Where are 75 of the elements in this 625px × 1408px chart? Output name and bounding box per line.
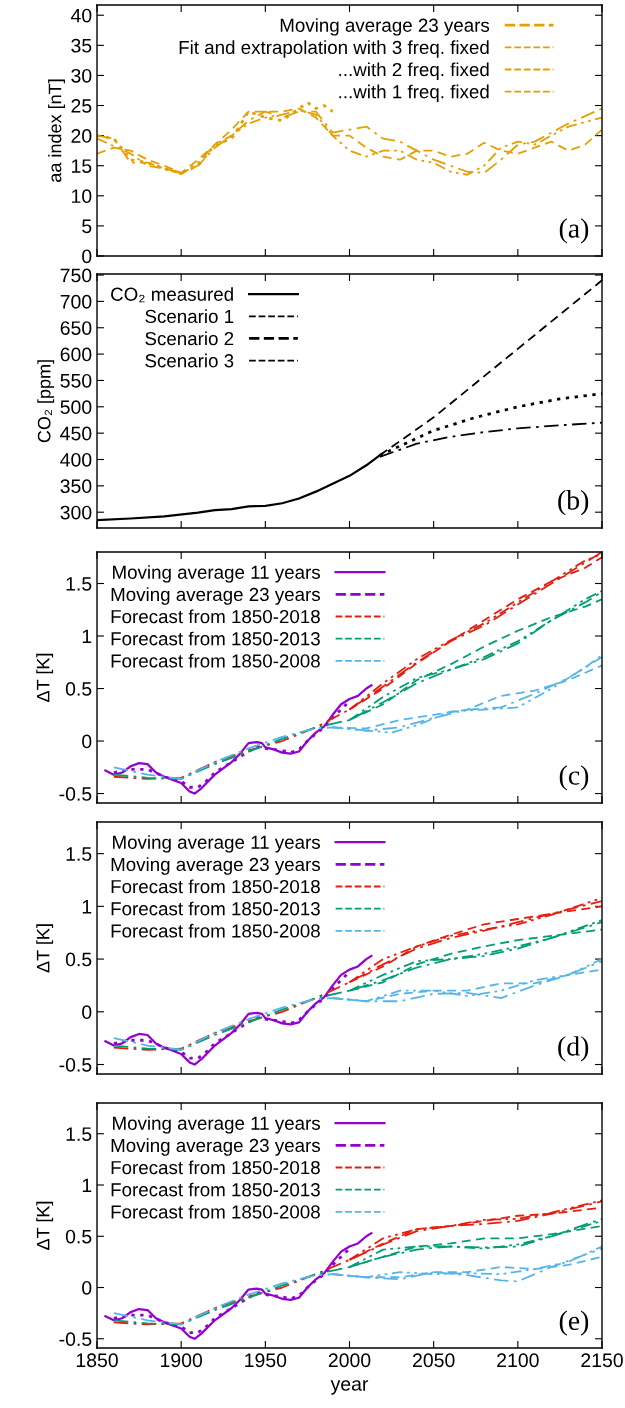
- legend-label: Fit and extrapolation with 3 freq. fixed: [179, 40, 489, 58]
- legend-label: Forecast from 1850-2018: [111, 609, 320, 624]
- y-tick-label: 450: [60, 426, 92, 441]
- y-tick-label: 650: [60, 321, 92, 335]
- y-tick-label: 1.5: [66, 577, 92, 591]
- y-tick-label: 0: [82, 734, 92, 749]
- y-tick-label: 1: [82, 1178, 92, 1193]
- y-tick-label: 30: [71, 68, 92, 83]
- annotation: (a): [559, 218, 589, 244]
- legend-label: Forecast from 1850-2008: [111, 653, 320, 668]
- legend-label: Forecast from 1850-2018: [111, 879, 320, 894]
- y-axis-title: aa index [nT]: [48, 79, 65, 182]
- y-tick-label: 15: [72, 159, 92, 173]
- legend-label: Forecast from 1850-2008: [111, 923, 320, 938]
- x-tick-label: 2100: [497, 1353, 539, 1368]
- legend-label: Scenario 3: [145, 353, 234, 368]
- y-axis-title: ΔT [K]: [36, 1201, 54, 1250]
- legend-label: ...with 1 freq. fixed: [339, 84, 489, 103]
- x-tick-label: 1900: [161, 1353, 203, 1368]
- y-tick-label: 1.5: [66, 847, 92, 861]
- legend-label: Forecast from 1850-2013: [111, 901, 320, 916]
- y-tick-label: 0.5: [65, 952, 92, 967]
- legend-label: Forecast from 1850-2013: [111, 1182, 320, 1197]
- annotation: (c): [559, 765, 589, 791]
- y-tick-label: 40: [70, 8, 92, 23]
- y-tick-label: 1: [82, 629, 92, 644]
- legend-label: Scenario 2: [145, 331, 234, 346]
- y-tick-label: -0.5: [59, 1057, 92, 1072]
- legend-label: Moving average 23 years: [111, 857, 320, 875]
- x-tick-label: 1950: [245, 1353, 287, 1368]
- legend-label: Forecast from 1850-2013: [111, 631, 320, 646]
- legend-label: Moving average 23 years: [280, 18, 490, 36]
- y-tick-label: 300: [60, 505, 92, 520]
- y-tick-label: 5: [82, 219, 92, 234]
- x-tick-label: 2050: [413, 1353, 455, 1368]
- x-tick-label: 2000: [328, 1353, 371, 1368]
- y-tick-label: 35: [71, 38, 92, 53]
- y-tick-label: 25: [71, 98, 92, 113]
- annotation: (b): [558, 490, 589, 516]
- legend-label: ...with 2 freq. fixed: [339, 62, 489, 80]
- y-axis-title: CO₂ [ppm]: [37, 360, 55, 443]
- x-tick-label: 1850: [76, 1353, 118, 1368]
- legend-label: Forecast from 1850-2008: [111, 1204, 320, 1219]
- annotation: (e): [559, 1310, 589, 1336]
- y-axis-title: ΔT [K]: [36, 653, 54, 702]
- legend-label: Moving average 11 years: [113, 565, 320, 583]
- legend-label: Scenario 1: [145, 309, 234, 324]
- legend-label: Moving average 23 years: [111, 587, 320, 605]
- y-tick-label: 0: [82, 249, 92, 264]
- legend-label: Moving average 23 years: [111, 1138, 320, 1156]
- x-axis-title: year: [330, 1380, 369, 1395]
- x-tick-label: 2150: [581, 1353, 623, 1368]
- y-tick-label: 550: [60, 373, 92, 388]
- y-tick-label: -0.5: [59, 1332, 92, 1347]
- y-tick-label: 600: [60, 347, 92, 362]
- y-tick-label: 1.5: [66, 1127, 92, 1141]
- y-tick-label: 400: [60, 452, 92, 467]
- y-tick-label: 500: [60, 400, 92, 415]
- y-tick-label: 0.5: [65, 1229, 92, 1244]
- y-tick-label: 0: [82, 1280, 92, 1295]
- y-tick-label: 10: [72, 189, 92, 204]
- y-tick-label: 0.5: [65, 682, 92, 696]
- y-tick-label: 1: [82, 900, 92, 914]
- y-tick-label: 750: [60, 268, 92, 283]
- y-tick-label: 700: [60, 294, 92, 309]
- legend-label: Forecast from 1850-2018: [111, 1160, 320, 1175]
- annotation: (d): [558, 1036, 589, 1062]
- y-axis-title: ΔT [K]: [36, 924, 54, 973]
- legend-label: CO₂ measured: [111, 287, 233, 303]
- y-tick-label: -0.5: [59, 787, 92, 801]
- y-tick-label: 0: [82, 1005, 92, 1020]
- y-tick-label: 350: [60, 479, 92, 494]
- legend-label: Moving average 11 years: [113, 1116, 320, 1134]
- y-tick-label: 20: [71, 129, 92, 143]
- legend-label: Moving average 11 years: [113, 835, 320, 853]
